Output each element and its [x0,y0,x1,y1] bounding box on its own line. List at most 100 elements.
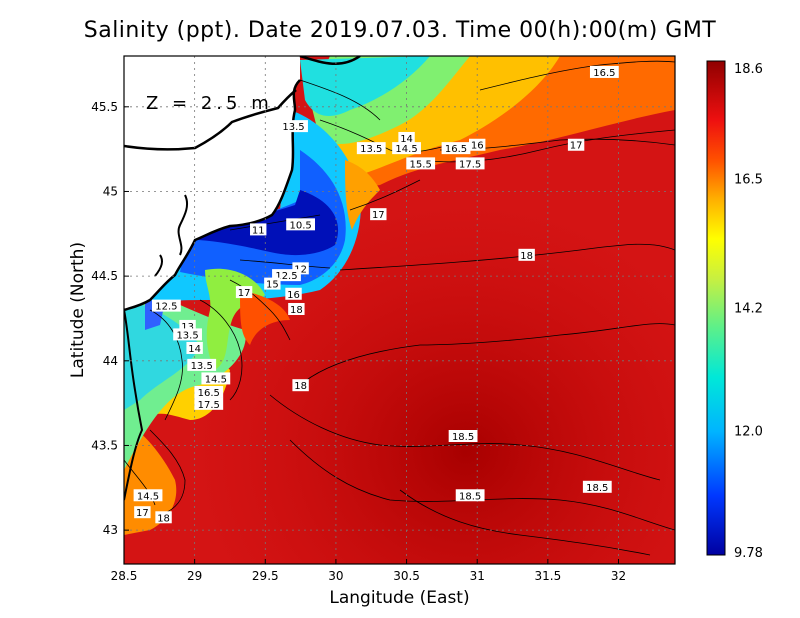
contour-label-box [518,248,535,261]
contour-label: 18.5 [582,480,612,494]
contour-label-text: 14.5 [137,491,159,502]
contour-label-text: 13.5 [176,330,198,341]
land-mass [124,56,300,310]
colorbar-label: 18.6 [734,62,763,77]
contour-label-text: 17 [372,210,385,221]
contour-label-box [151,299,181,312]
contour-label-text: 12.5 [155,302,177,313]
contour-label: 11 [250,223,267,236]
contour-label: 15 [264,277,281,291]
contour-label: 16 [469,138,486,152]
contour-label-text: 14.5 [205,374,227,385]
contour-label-text: 16 [471,141,484,152]
contour-label: 18.5 [455,489,485,502]
contour-label: 16 [285,287,302,301]
contour-label-box [567,138,585,151]
contour-label: 17 [370,208,387,221]
contour-label: 18 [292,379,309,392]
x-tick-label: 31 [470,569,485,583]
coastline-sw [124,309,144,501]
colorbar-label: 16.5 [734,173,763,188]
contour-label-box [173,328,202,341]
y-tick-label: 43 [103,523,118,537]
contour-label-text: 18.5 [452,432,474,443]
contour-label: 16.5 [194,385,224,399]
contour-label-text: 18.5 [586,483,608,494]
y-tick-label: 45.5 [91,100,118,114]
y-tick-label: 44 [103,354,118,368]
contour-label-box [186,341,203,354]
front-orange-tongue [345,160,380,230]
lake-outline [177,194,189,256]
contour-label-text: 12.5 [275,271,297,282]
colorbar-label: 9.78 [734,546,763,561]
contour-label-text: 17.5 [198,400,220,411]
contour-label: 13.5 [187,358,217,372]
x-tick-label: 29.5 [252,569,279,583]
contour-label: 10.5 [286,218,316,231]
contour-label-box [235,286,253,299]
contour-label-text: 18 [520,251,533,262]
contour-label: 17.5 [194,397,224,411]
contour-label-box [441,142,471,155]
contour-label: 17 [134,506,151,519]
contour-label-box [194,385,224,398]
contour-label-text: 10.5 [289,220,311,231]
contour-label-text: 18 [294,381,307,392]
colorbar-ticks: 18.6 16.5 14.2 12.0 9.78 [734,62,763,561]
contour-label-box [398,131,415,144]
contour-label-text: 16 [287,290,300,301]
front-orange-band [240,290,290,345]
contour-label-text: 15 [266,280,279,291]
contour-label-box [292,379,309,392]
contour-label-box [406,157,436,170]
contour-label-box [155,511,172,524]
contour-label-text: 18 [290,305,303,316]
contour-label-box [285,287,302,300]
contour-label: 16.5 [589,65,619,79]
contour-label: 13.5 [279,120,308,133]
contour-label-box [455,157,485,170]
contour-label-box [448,430,478,442]
x-tick-label: 30.5 [393,569,420,583]
contour-label: 16.5 [441,142,471,155]
contour-label: 14 [186,341,203,355]
contour-label: 12.5 [151,299,181,313]
contour-label-text: 13.5 [360,144,382,155]
contour-label-box [201,372,231,385]
contour-label-text: 16.5 [198,388,220,399]
contour-label-box [279,120,308,133]
contour-label-text: 14.5 [395,144,417,155]
y-tick-label: 45 [103,184,118,198]
contour-label-text: 18.5 [459,491,481,502]
contour-label: 14.5 [392,142,421,155]
contour-label-box [264,277,281,290]
lagoon-outline [154,254,164,277]
contour-label: 17.5 [455,157,485,170]
contour-label-text: 15.5 [410,159,432,170]
contour-label: 18 [288,303,305,316]
y-tick-label: 44.5 [91,269,118,283]
contour-label-text: 16.5 [593,68,615,79]
y-tick-label: 43.5 [91,438,118,452]
border-line [124,89,297,151]
x-axis-label: Langitude (East) [329,588,470,608]
contour-label-text: 17 [238,288,251,299]
deep-blue-core [195,190,339,256]
contour-label-text: 13.5 [191,361,213,372]
contour-label-box [250,223,267,236]
contour-label: 14.5 [133,489,163,502]
x-tick-label: 30 [328,569,343,583]
contour-label-text: 17 [136,508,149,519]
contour-label-box [133,489,163,502]
contour-labels: 16.5 13.5 14 13.5 14.5 16.5 16 17 15.5 17.5 17 10.5… [133,65,619,524]
map-frame [123,55,676,565]
x-axis-ticks: 28.5 29 29.5 30 30.5 31 31.5 32 [111,559,626,583]
contour-label: 17 [235,286,253,299]
contour-label: 17 [567,138,585,152]
colorbar-label: 12.0 [734,425,763,440]
contour-label-box [589,65,619,78]
contour-label-box [370,208,387,221]
contour-label-box [582,480,612,493]
